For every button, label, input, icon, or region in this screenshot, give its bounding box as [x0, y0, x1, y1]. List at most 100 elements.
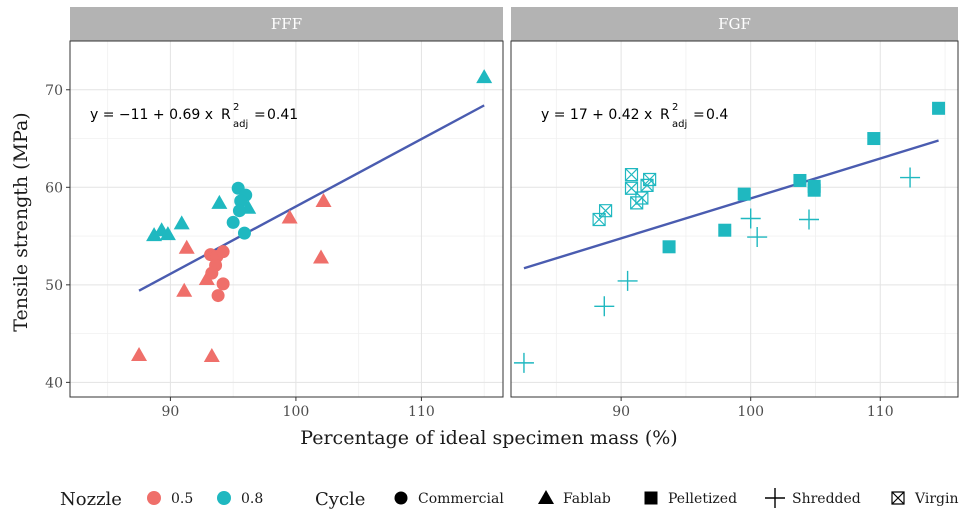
data-point-fablab [315, 192, 332, 207]
legend-cycle-commercial-swatch [394, 491, 408, 505]
r2-subscript-fgf: adj [672, 119, 687, 130]
data-point-fablab [211, 194, 228, 209]
data-point-pelletized [662, 240, 676, 254]
data-point-virgin [635, 191, 649, 205]
legend-nozzle-08-swatch [217, 491, 231, 505]
x-axis-title: Percentage of ideal specimen mass (%) [300, 427, 677, 449]
data-point-fablab [476, 69, 493, 84]
data-point-pelletized [867, 132, 881, 146]
legend-symbol-virgin [891, 491, 905, 505]
legend-cycle-virgin-label: Virgin [914, 491, 959, 507]
legend-nozzle-title: Nozzle [60, 489, 122, 510]
data-point-pelletized [807, 183, 821, 197]
legend-symbol-pelletized [644, 491, 658, 505]
y-tick-label: 50 [45, 278, 63, 294]
data-point-shredded [513, 352, 534, 373]
r2-value-fgf: 0.4 [706, 107, 728, 123]
data-point-pelletized [793, 173, 807, 187]
legend-symbol-shredded [765, 488, 785, 508]
r2-equals-fff: = [254, 107, 266, 123]
legend-cycle-commercial-label: Commercial [418, 491, 504, 507]
r2-value-fff: 0.41 [267, 107, 298, 123]
data-point-virgin [624, 168, 639, 182]
panel-fff: FFF 90 100 110 40 50 60 70 y = −11 + 0.69 x R… [45, 7, 504, 420]
strip-label-fgf: FGF [718, 15, 751, 33]
strip-label-fff: FFF [271, 15, 302, 33]
x-ticks-fff: 90 100 110 [161, 397, 435, 420]
x-tick-label: 100 [737, 404, 764, 420]
legend-nozzle-05-label: 0.5 [171, 491, 193, 507]
data-point-shredded [594, 296, 615, 317]
x-tick-label: 110 [867, 404, 894, 420]
legend-cycle-pelletized-swatch [644, 491, 658, 505]
legend-cycle-shredded-label: Shredded [792, 491, 861, 507]
y-tick-label: 60 [45, 180, 63, 196]
data-point-fablab [131, 347, 148, 362]
x-ticks-fgf: 90 100 110 [612, 397, 894, 420]
data-point-pelletized [737, 187, 751, 201]
r2-subscript-fff: adj [233, 119, 248, 130]
data-point-shredded [747, 227, 768, 248]
regression-line [523, 139, 939, 270]
y-axis-title: Tensile strength (MPa) [10, 112, 32, 331]
panel-border [510, 40, 959, 398]
legend-cycle-virgin-swatch [891, 491, 905, 505]
data-point-commercial [232, 204, 246, 218]
data-point-fablab [176, 282, 193, 297]
equation-fgf: y = 17 + 0.42 x R 2 adj = 0.4 [541, 102, 728, 130]
strip-background-fgf [511, 7, 958, 41]
x-tick-label: 100 [283, 404, 310, 420]
data-point-fablab [281, 209, 298, 224]
legend-nozzle-08-label: 0.8 [241, 491, 263, 507]
legend-cycle-pelletized-label: Pelletized [668, 491, 737, 507]
legend: Nozzle 0.5 0.8 Cycle Commercial Fablab P… [60, 488, 959, 510]
equation-fff: y = −11 + 0.69 x R 2 adj = 0.41 [90, 102, 298, 130]
r2-symbol-fff: R [221, 107, 231, 123]
data-point-commercial [234, 194, 248, 208]
r2-equals-fgf: = [693, 107, 705, 123]
plot-area-fgf [510, 40, 959, 398]
data-point-fablab [178, 239, 195, 254]
gridlines-fff [70, 41, 503, 397]
legend-symbol-fablab [538, 490, 554, 504]
data-point-virgin [598, 204, 613, 218]
data-point-commercial [226, 215, 240, 229]
data-point-commercial [216, 245, 230, 259]
legend-nozzle-05-swatch [147, 491, 161, 505]
x-tick-label: 90 [161, 404, 179, 420]
y-tick-label: 70 [45, 83, 63, 99]
data-point-virgin [592, 212, 606, 227]
data-point-fablab [313, 249, 330, 264]
equation-text-fgf: y = 17 + 0.42 x [541, 107, 652, 123]
r2-superscript-fff: 2 [233, 102, 239, 113]
data-point-shredded [740, 208, 761, 229]
x-tick-label: 110 [408, 404, 435, 420]
r2-symbol-fgf: R [660, 107, 670, 123]
data-point-fablab [159, 226, 176, 241]
strip-background-fff [70, 7, 503, 41]
data-point-commercial [237, 226, 251, 240]
regression-line-fff [138, 104, 485, 292]
legend-cycle-fablab-label: Fablab [563, 491, 611, 507]
points-fgf [510, 40, 959, 398]
panel-border [69, 40, 504, 398]
y-tick-label: 40 [45, 375, 63, 391]
legend-cycle-title: Cycle [315, 489, 365, 510]
points-fff [69, 40, 504, 398]
data-point-commercial [211, 289, 225, 303]
r2-superscript-fgf: 2 [672, 102, 678, 113]
equation-text-fff: y = −11 + 0.69 x [90, 107, 213, 123]
data-point-fablab [173, 215, 190, 230]
data-point-fablab [203, 348, 220, 363]
regression-line [138, 104, 485, 292]
data-point-shredded [799, 209, 819, 230]
panel-fgf: FGF 90 100 110 y = 17 + 0.42 x R 2 adj = 0… [510, 7, 959, 420]
data-point-shredded [900, 167, 921, 188]
data-point-virgin [643, 172, 657, 187]
data-point-fablab [198, 270, 215, 285]
data-point-shredded [617, 270, 638, 291]
data-point-commercial [205, 266, 219, 280]
legend-symbol-commercial [394, 491, 408, 505]
data-point-pelletized [718, 223, 732, 237]
